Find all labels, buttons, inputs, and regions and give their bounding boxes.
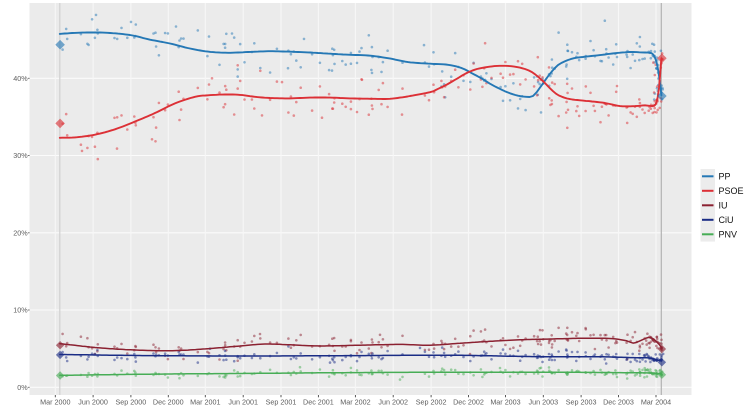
svg-text:Jun 2003: Jun 2003 bbox=[529, 398, 559, 407]
svg-text:10%: 10% bbox=[13, 306, 28, 315]
svg-text:Dec 2000: Dec 2000 bbox=[153, 398, 184, 407]
svg-text:20%: 20% bbox=[13, 228, 28, 237]
svg-text:Sep 2003: Sep 2003 bbox=[566, 398, 597, 407]
svg-text:Jun 2000: Jun 2000 bbox=[78, 398, 108, 407]
svg-text:Mar 2003: Mar 2003 bbox=[490, 398, 520, 407]
svg-text:CiU: CiU bbox=[719, 215, 734, 225]
svg-text:40%: 40% bbox=[13, 74, 28, 83]
svg-text:Sep 2002: Sep 2002 bbox=[416, 398, 447, 407]
svg-text:Dec 2002: Dec 2002 bbox=[453, 398, 484, 407]
svg-text:Sep 2001: Sep 2001 bbox=[266, 398, 297, 407]
svg-text:Dec 2003: Dec 2003 bbox=[603, 398, 634, 407]
svg-text:Mar 2002: Mar 2002 bbox=[340, 398, 370, 407]
svg-text:Mar 2004: Mar 2004 bbox=[641, 398, 671, 407]
svg-text:IU: IU bbox=[719, 201, 728, 211]
svg-text:Dec 2001: Dec 2001 bbox=[303, 398, 334, 407]
svg-text:Jun 2001: Jun 2001 bbox=[228, 398, 258, 407]
svg-text:PP: PP bbox=[719, 172, 731, 182]
svg-text:30%: 30% bbox=[13, 151, 28, 160]
svg-text:Jun 2002: Jun 2002 bbox=[378, 398, 408, 407]
svg-text:Mar 2000: Mar 2000 bbox=[40, 398, 70, 407]
svg-text:PNV: PNV bbox=[719, 230, 738, 240]
svg-text:PSOE: PSOE bbox=[719, 186, 744, 196]
svg-text:Mar 2001: Mar 2001 bbox=[190, 398, 220, 407]
svg-text:0%: 0% bbox=[17, 383, 28, 392]
svg-text:Sep 2000: Sep 2000 bbox=[116, 398, 147, 407]
